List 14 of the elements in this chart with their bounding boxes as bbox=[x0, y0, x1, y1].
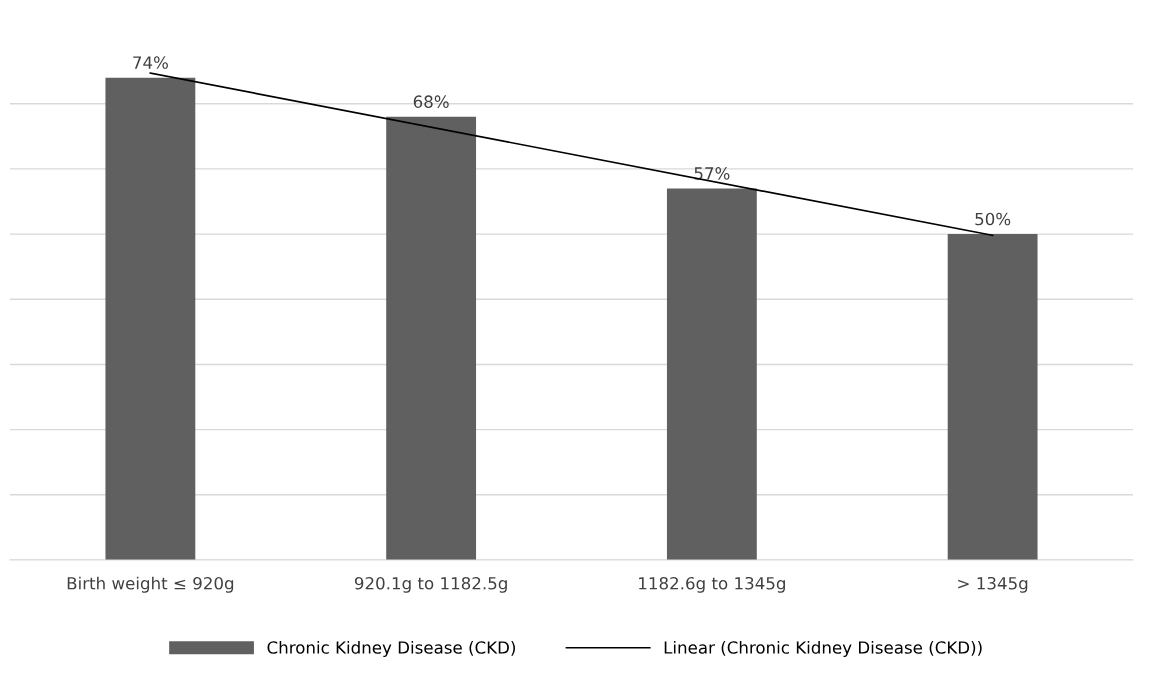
x-tick-label: Birth weight ≤ 920g bbox=[67, 576, 234, 593]
bar bbox=[947, 234, 1038, 560]
bar bbox=[386, 116, 477, 560]
bar bbox=[105, 77, 196, 560]
data-label: 50% bbox=[975, 212, 1011, 226]
bar bbox=[666, 188, 757, 560]
x-tick-label: 920.1g to 1182.5g bbox=[354, 576, 507, 593]
data-label: 68% bbox=[413, 95, 449, 108]
legend-label: Linear (Chronic Kidney Disease (CKD)) bbox=[664, 640, 982, 658]
data-label: 57% bbox=[694, 167, 730, 180]
data-label: 74% bbox=[133, 56, 168, 69]
x-tick-label: 1182.6g to 1345g bbox=[639, 576, 785, 593]
x-tick-label: > 1345g bbox=[958, 576, 1028, 593]
legend-label: Chronic Kidney Disease (CKD) bbox=[267, 640, 516, 658]
